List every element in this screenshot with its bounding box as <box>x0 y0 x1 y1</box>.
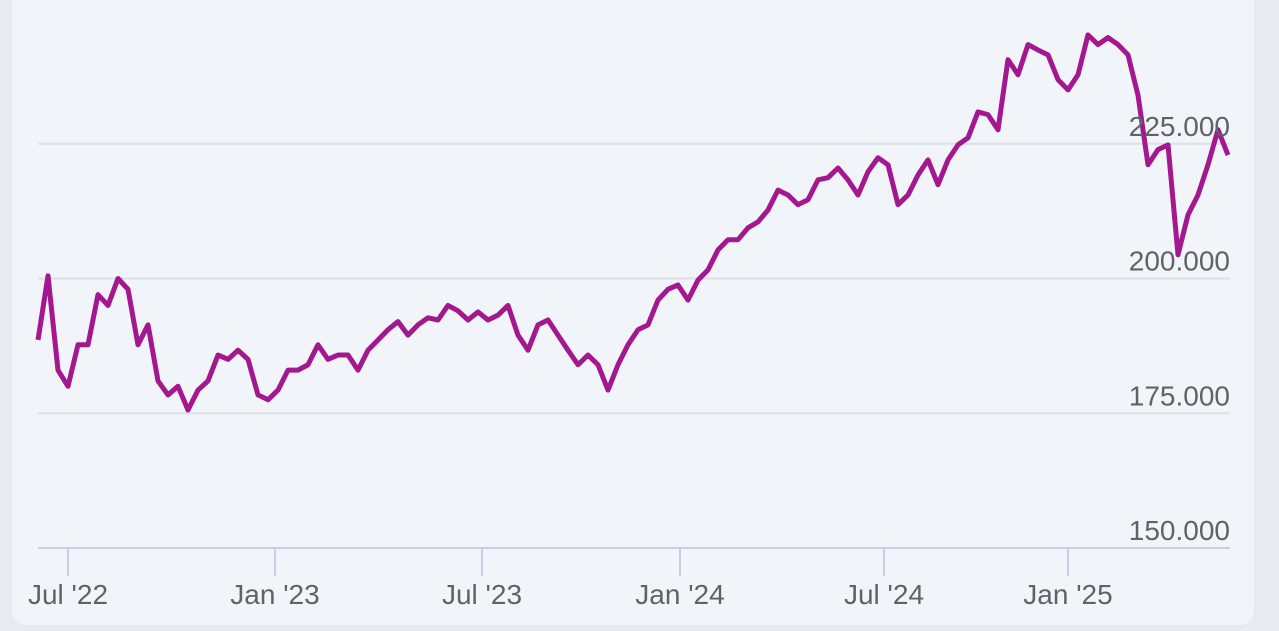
price-line <box>35 32 1231 413</box>
x-tick-label: Jan '24 <box>635 579 724 610</box>
x-tick-label: Jan '23 <box>230 579 319 610</box>
x-tick-label: Jul '23 <box>442 579 522 610</box>
y-tick-label: 150.000 <box>1129 515 1230 546</box>
x-tick-label: Jan '25 <box>1023 579 1112 610</box>
y-tick-label: 200.000 <box>1129 246 1230 277</box>
y-tick-label: 175.000 <box>1129 380 1230 411</box>
y-tick-label: 225.000 <box>1129 111 1230 142</box>
card <box>12 0 1254 625</box>
x-tick-label: Jul '24 <box>844 579 924 610</box>
x-tick-label: Jul '22 <box>28 579 108 610</box>
